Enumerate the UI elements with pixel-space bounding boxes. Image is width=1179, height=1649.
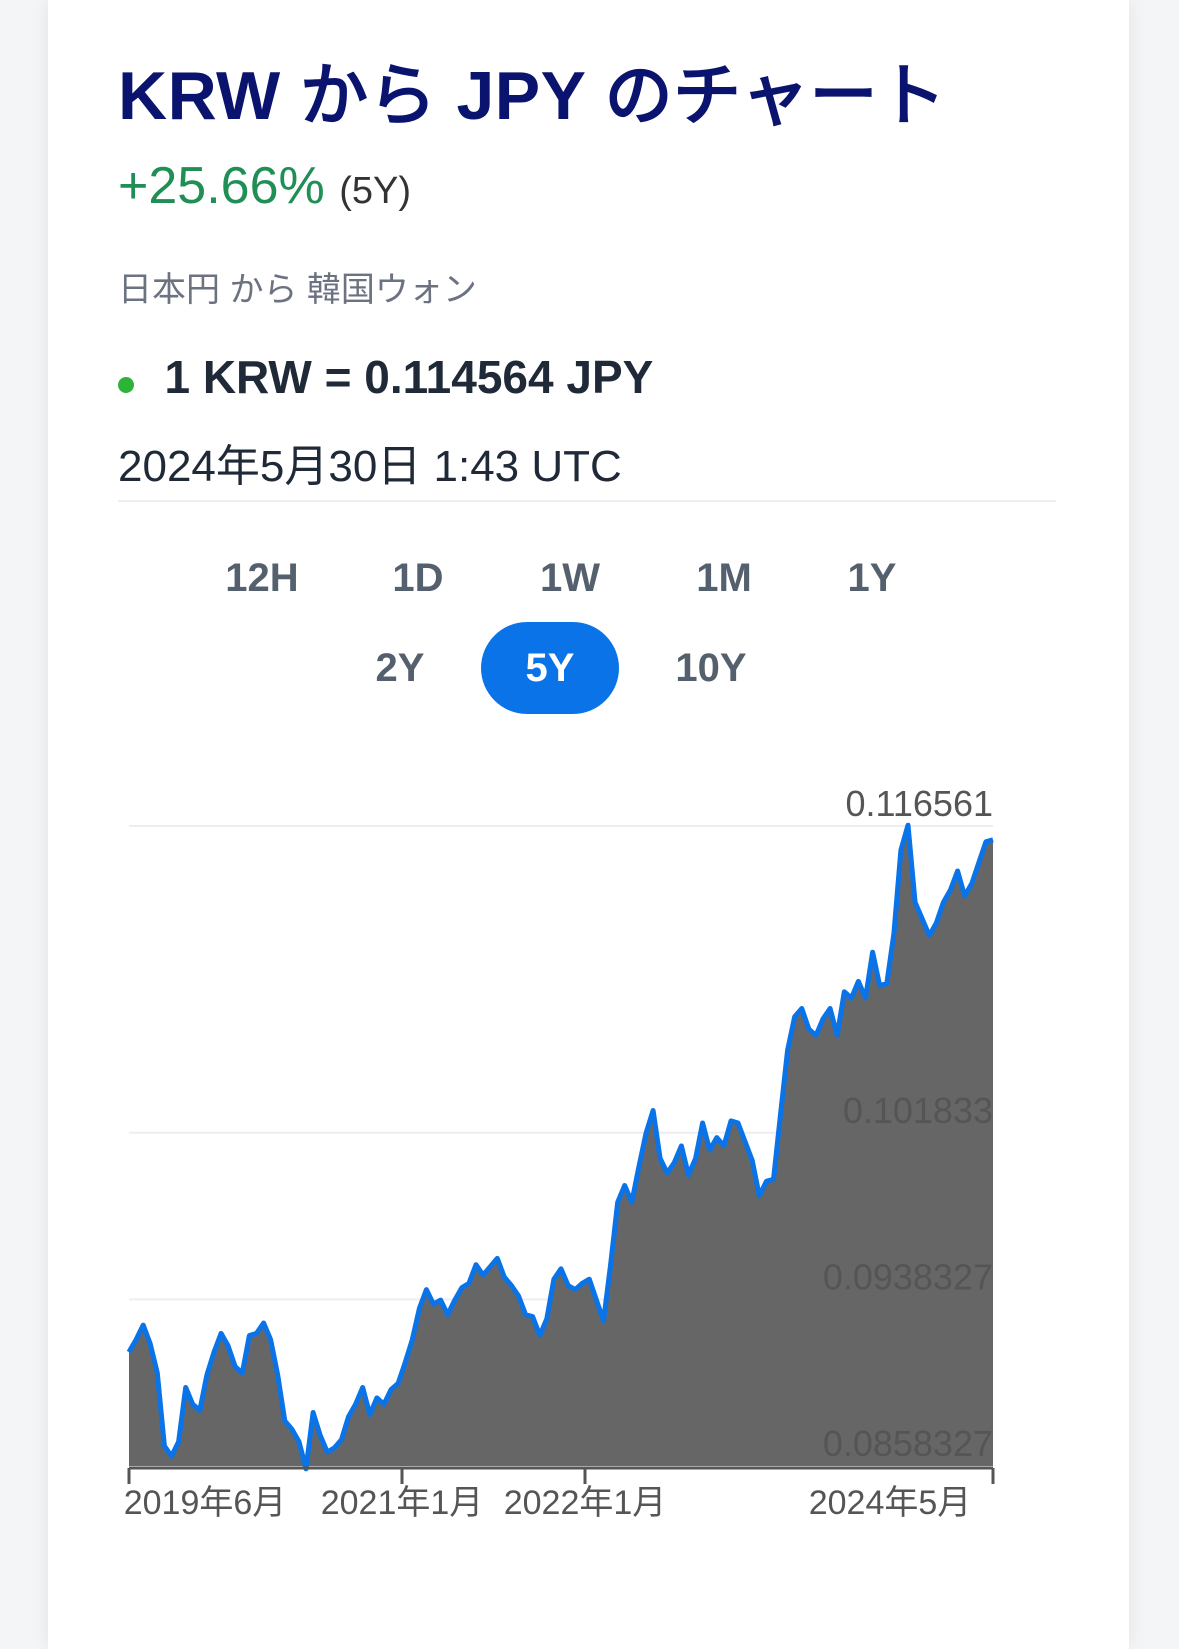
- x-tick-label: 2021年1月: [321, 1484, 484, 1522]
- y-tick-label: 0.101833: [843, 1090, 993, 1131]
- chart-labels: 0.116561 0.101833 0.0938327 0.0858327 2019年6…: [124, 783, 993, 1522]
- range-tab-1y[interactable]: 1Y: [847, 556, 897, 600]
- range-tab-2y[interactable]: 2Y: [375, 646, 425, 690]
- percent-change: +25.66%: [118, 157, 325, 215]
- x-tick-label: 2024年5月: [809, 1484, 972, 1522]
- range-tab-12h[interactable]: 12H: [225, 556, 299, 600]
- page-title: KRW から JPY のチャート: [118, 58, 947, 134]
- currency-pair-subtitle: 日本円 から 韓国ウォン: [118, 271, 477, 309]
- chart-area-fill: [129, 825, 993, 1469]
- exchange-rate: 1 KRW = 0.114564 JPY: [164, 351, 654, 403]
- range-tab-1d[interactable]: 1D: [392, 556, 444, 600]
- range-tab-10y[interactable]: 10Y: [675, 646, 747, 690]
- live-dot-icon: [118, 376, 134, 393]
- x-tick-label: 2019年6月: [124, 1484, 287, 1522]
- y-tick-label: 0.116561: [846, 783, 993, 824]
- change-row: +25.66% (5Y): [118, 156, 411, 216]
- range-tab-5y[interactable]: 5Y: [481, 622, 619, 714]
- range-tab-1m[interactable]: 1M: [696, 556, 752, 600]
- chart-series-line: [126, 822, 994, 1472]
- x-tick-label: 2022年1月: [504, 1484, 667, 1522]
- y-tick-label: 0.0858327: [823, 1423, 993, 1464]
- y-tick-label: 0.0938327: [823, 1256, 993, 1297]
- range-tab-1w[interactable]: 1W: [540, 556, 600, 600]
- divider: [118, 500, 1056, 502]
- chart-x-axis: [127, 1466, 995, 1484]
- rate-row: 1 KRW = 0.114564 JPY: [118, 350, 653, 404]
- period-label: (5Y): [339, 170, 411, 212]
- rate-timestamp: 2024年5月30日 1:43 UTC: [118, 442, 622, 491]
